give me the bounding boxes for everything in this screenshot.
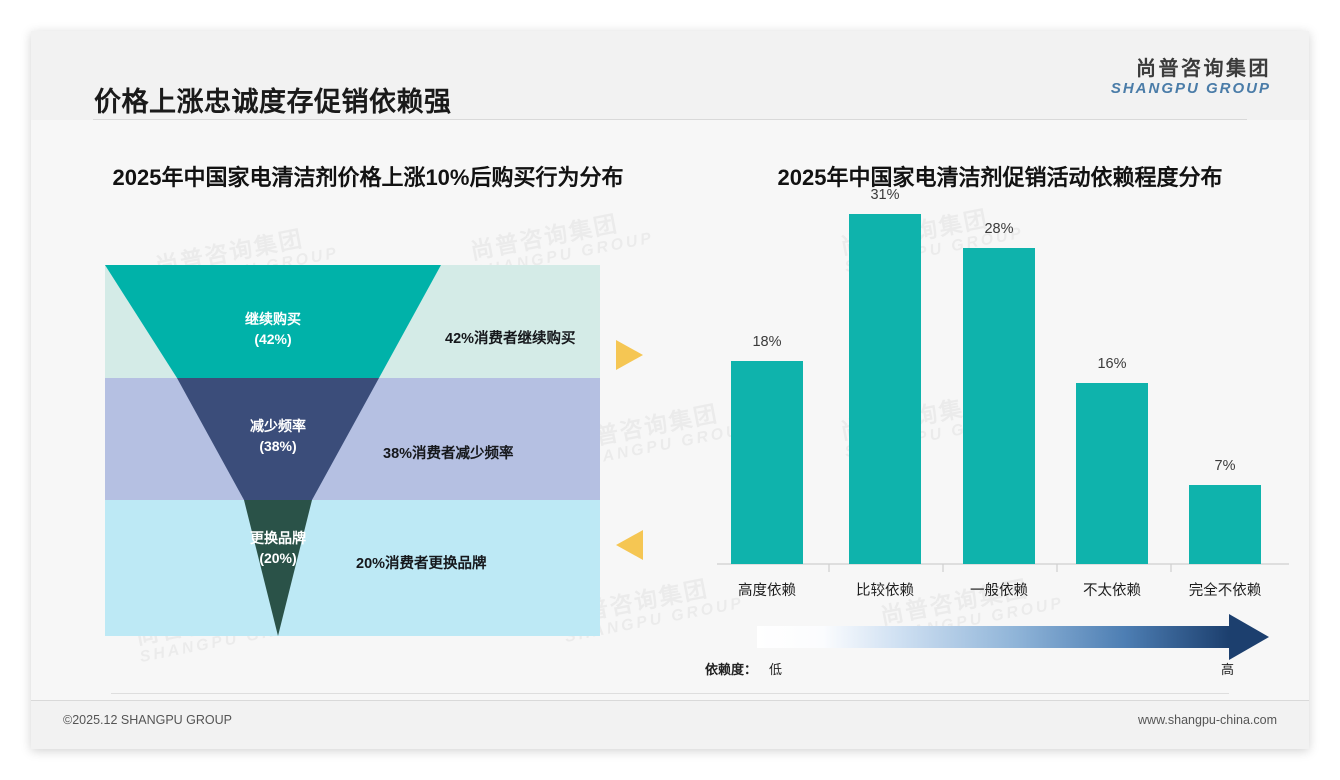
bar-category-1: 比较依赖 [856,583,914,599]
funnel-segment-1 [177,378,379,500]
right-chart-title: 2025年中国家电清洁剂促销活动依赖程度分布 [777,165,1223,190]
bar-1 [849,214,921,564]
funnel-label-name: 继续购买 [245,311,301,327]
funnel-segment-label-1: 减少频率 (38%) [218,416,338,457]
funnel-callout-2: 20%消费者更换品牌 [356,556,487,572]
dependency-legend-high: 高 [1221,662,1235,677]
dependency-legend-low: 低 [769,662,783,677]
funnel-chart: 继续购买 (42%) 减少频率 (38%) 更换品牌 (20%) 42%消费者继… [31,31,691,749]
bar-chart: 18% 31% 28% 16% 7% 高度依赖 比较依赖 一般依赖 不太依赖 完… [691,31,1309,749]
dependency-legend-label: 依赖度： [705,662,758,677]
website-link[interactable]: www.shangpu-china.com [1138,713,1277,727]
funnel-segment-2 [244,500,312,636]
slide-header [31,31,1309,120]
funnel-label-name: 更换品牌 [250,530,306,546]
dependency-arrow-head-icon [1229,614,1269,660]
funnel-segment-label-2: 更换品牌 (20%) [218,528,338,569]
bar-4 [1189,485,1261,564]
funnel-segment-0 [105,265,441,378]
funnel-label-value: (38%) [259,438,297,455]
brand-logo-cn: 尚普咨询集团 [1136,58,1271,80]
dependency-gradient-bar [757,626,1229,648]
bar-category-0: 高度依赖 [738,583,796,599]
slide-footer: ©2025.12 SHANGPU GROUP www.shangpu-china… [31,700,1309,749]
bar-value-1: 31% [870,187,900,203]
bar-2 [963,248,1035,564]
bar-category-2: 一般依赖 [970,583,1028,599]
header-divider [93,119,1247,120]
footnote-divider [111,693,1229,694]
marker-right-icon [616,340,643,370]
bar-0 [731,361,803,564]
bar-value-0: 18% [752,334,782,350]
bar-category-4: 完全不依赖 [1188,583,1262,599]
funnel-panel-2 [105,500,600,636]
copyright-text: ©2025.12 SHANGPU GROUP [63,713,232,727]
page-title: 价格上涨忠诚度存促销依赖强 [94,87,452,117]
bar-category-3: 不太依赖 [1083,583,1141,599]
funnel-callout-0: 42%消费者继续购买 [445,331,576,347]
left-chart-title: 2025年中国家电清洁剂价格上涨10%后购买行为分布 [112,165,624,190]
bar-value-2: 28% [984,221,1014,237]
marker-left-icon [616,530,643,560]
brand-logo-en: SHANGPU GROUP [1110,80,1271,97]
funnel-label-value: (42%) [254,331,292,348]
bar-3 [1076,383,1148,564]
funnel-callout-1: 38%消费者减少频率 [383,446,514,462]
bar-value-3: 16% [1097,356,1127,372]
funnel-label-value: (20%) [259,550,297,567]
bar-value-4: 7% [1214,458,1236,474]
funnel-segment-label-0: 继续购买 (42%) [213,309,333,350]
funnel-label-name: 减少频率 [250,418,306,434]
slide-canvas: 尚普咨询集团 SHANGPU GROUP 尚普咨询集团 SHANGPU GROU… [31,31,1309,749]
brand-logo: 尚普咨询集团 SHANGPU GROUP [1111,59,1271,97]
